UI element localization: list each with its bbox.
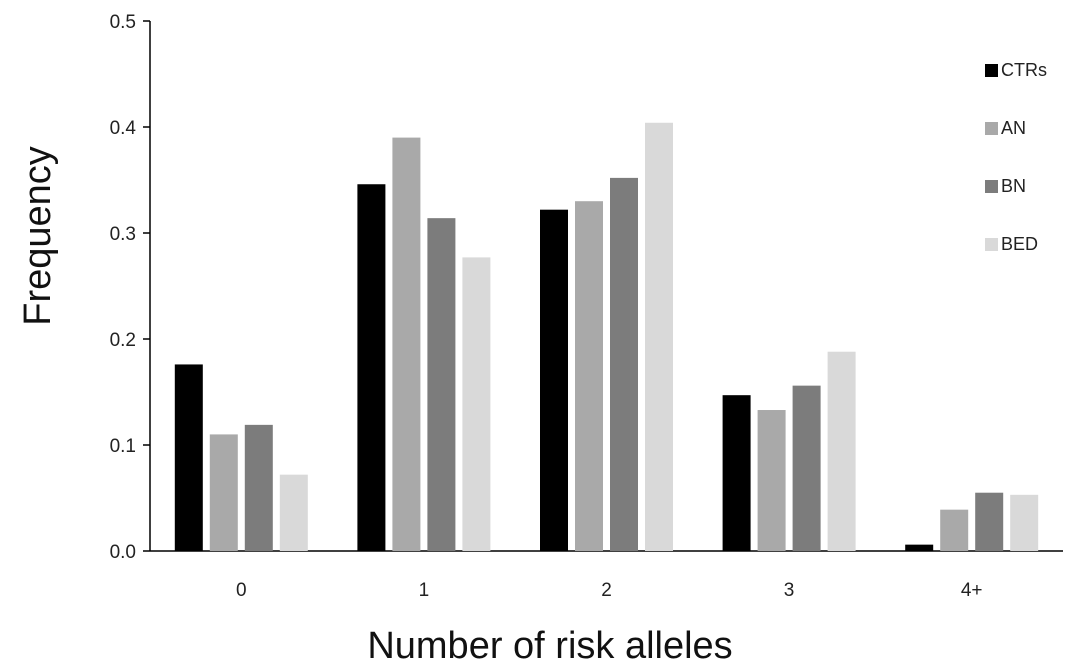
y-tick-label: 0.2 (110, 330, 136, 351)
bar (392, 137, 421, 551)
bar (722, 395, 751, 551)
bar (792, 385, 821, 551)
bar (827, 351, 856, 551)
x-tick-label: 4+ (961, 580, 983, 601)
bar (244, 424, 273, 551)
bar (174, 364, 203, 551)
y-tick-label: 0.4 (110, 118, 137, 139)
y-axis: 0.0 0.1 0.2 0.3 0.4 0.5 (110, 12, 151, 563)
y-tick-label: 0.5 (110, 12, 136, 33)
y-tick-label: 0.0 (110, 542, 136, 563)
bar (645, 122, 673, 551)
x-axis: 0 1 2 3 4+ (150, 550, 1063, 601)
x-tick-label: 0 (236, 580, 247, 601)
bar (209, 434, 238, 551)
x-tick-label: 2 (601, 580, 612, 601)
bar (462, 257, 491, 551)
bar (1010, 494, 1039, 551)
bar (357, 184, 386, 552)
bar (610, 177, 638, 551)
legend-swatch (985, 238, 998, 251)
legend: CTRs AN BN BED (985, 60, 1047, 254)
bar (905, 544, 934, 551)
legend-swatch (985, 64, 998, 77)
y-tick-label: 0.3 (110, 224, 136, 245)
legend-label: CTRs (1001, 60, 1047, 80)
bar (427, 218, 456, 551)
legend-swatch (985, 180, 998, 193)
x-tick-label: 3 (784, 580, 795, 601)
bar (575, 201, 603, 551)
legend-label: BN (1001, 176, 1026, 196)
y-axis-title: Frequency (17, 146, 59, 326)
bar (757, 410, 786, 551)
bar (540, 209, 568, 551)
legend-swatch (985, 122, 998, 135)
x-tick-label: 1 (419, 580, 430, 601)
bar (975, 492, 1004, 551)
x-axis-title: Number of risk alleles (367, 625, 732, 667)
bar (940, 509, 969, 551)
bar-series (174, 122, 1039, 552)
legend-label: BED (1001, 234, 1038, 254)
legend-label: AN (1001, 118, 1026, 138)
bar (279, 474, 308, 551)
y-tick-label: 0.1 (110, 436, 136, 457)
